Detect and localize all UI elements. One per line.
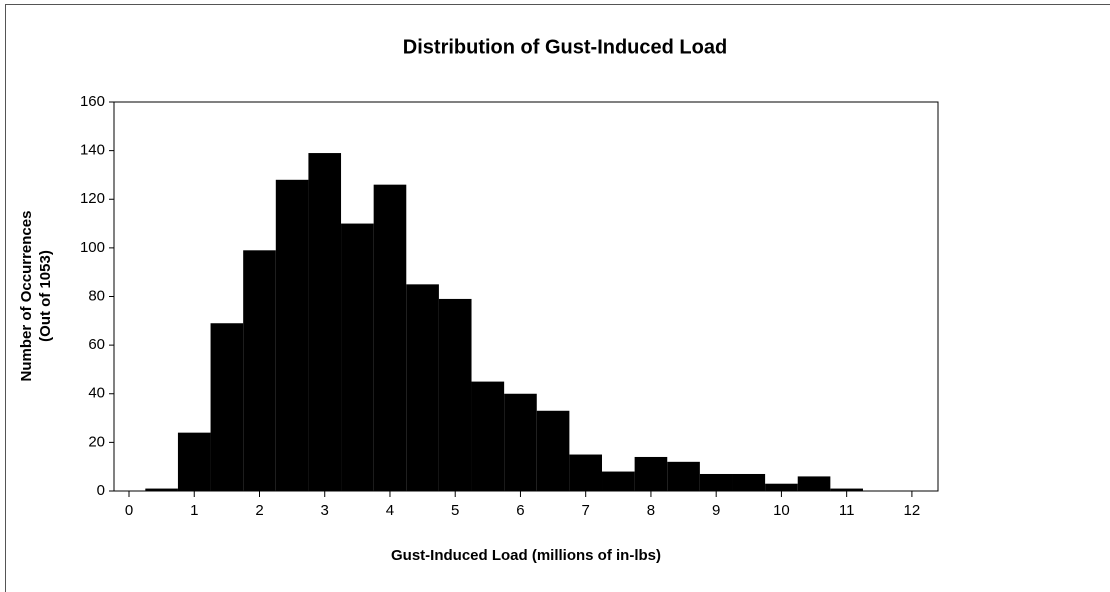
- x-tick-label: 3: [321, 502, 329, 519]
- bar: [145, 488, 178, 491]
- y-tick-label: 40: [88, 385, 105, 402]
- bar: [765, 483, 798, 491]
- y-axis-label: Number of Occurrences: [18, 211, 35, 382]
- y-tick-label: 60: [88, 336, 105, 353]
- y-tick-label: 20: [88, 433, 105, 450]
- bar: [569, 454, 603, 491]
- y-tick-label: 0: [97, 482, 105, 499]
- bar: [797, 476, 831, 491]
- y-tick-label: 160: [80, 93, 105, 110]
- bar: [308, 153, 342, 491]
- chart-title: Distribution of Gust-Induced Load: [403, 36, 727, 58]
- bar: [438, 298, 472, 491]
- bar: [504, 393, 537, 491]
- y-tick-label: 140: [80, 142, 105, 159]
- bar: [536, 410, 570, 491]
- x-axis-label: Gust-Induced Load (millions of in-lbs): [391, 547, 661, 564]
- x-tick-label: 9: [712, 502, 720, 519]
- bar: [341, 223, 374, 491]
- x-tick-label: 8: [647, 502, 655, 519]
- y-tick-label: 120: [80, 190, 105, 207]
- x-tick-label: 11: [839, 502, 855, 519]
- y-tick-label: 80: [88, 287, 105, 304]
- y-axis-label-note: (Out of 1053): [37, 250, 54, 342]
- bar: [699, 473, 733, 491]
- bar: [243, 250, 276, 491]
- x-tick-label: 0: [125, 502, 133, 519]
- bar: [275, 179, 309, 492]
- bar: [634, 456, 668, 491]
- x-tick-label: 7: [582, 502, 590, 519]
- bar: [732, 473, 766, 491]
- bar: [667, 461, 700, 491]
- bar: [373, 184, 407, 491]
- x-tick-label: 1: [190, 502, 198, 519]
- bar: [177, 432, 211, 491]
- bar: [471, 381, 505, 491]
- bar: [210, 323, 244, 491]
- bar: [602, 471, 635, 491]
- x-tick-label: 4: [386, 502, 394, 519]
- x-tick-label: 6: [516, 502, 524, 519]
- x-tick-label: 12: [904, 502, 921, 519]
- x-tick-label: 2: [255, 502, 263, 519]
- bar: [830, 488, 863, 491]
- x-tick-label: 5: [451, 502, 459, 519]
- bar: [406, 284, 439, 491]
- y-tick-label: 100: [80, 239, 105, 256]
- x-tick-label: 10: [773, 502, 790, 519]
